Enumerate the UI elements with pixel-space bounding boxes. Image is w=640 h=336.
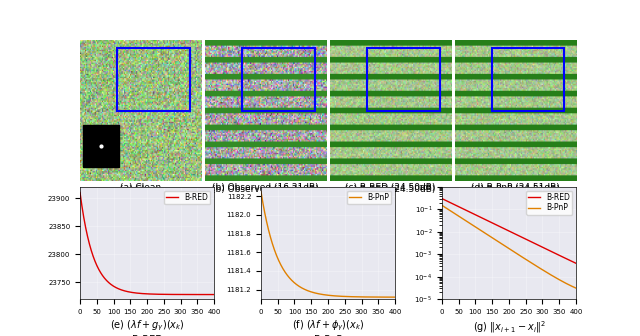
Bar: [117, 48, 189, 111]
B-PnP: [367, 295, 374, 299]
Line: B-RED: B-RED: [80, 193, 214, 295]
Bar: [242, 48, 315, 111]
X-axis label: (f) $(\lambda f + \phi_\gamma)(x_k)$
B-PnP: (f) $(\lambda f + \phi_\gamma)(x_k)$ B-P…: [292, 319, 364, 336]
B-PnP: [321, 293, 328, 297]
B-RED: [140, 292, 147, 296]
B-RED: [518, 235, 525, 239]
B-PnP: [518, 255, 525, 259]
X-axis label: (a) Clean: (a) Clean: [120, 183, 161, 192]
B-PnP: [391, 295, 399, 299]
B-PnP: [548, 274, 556, 278]
B-RED: [210, 293, 218, 297]
B-PnP: [322, 293, 330, 297]
X-axis label: (a) Clean: (a) Clean: [120, 185, 161, 194]
X-axis label: (c) B-RED (24.50dB): (c) B-RED (24.50dB): [345, 185, 436, 194]
Legend: B-PnP: B-PnP: [347, 191, 391, 204]
X-axis label: (e) $(\lambda f + g_\gamma)(x_k)$
B-RED: (e) $(\lambda f + g_\gamma)(x_k)$ B-RED: [109, 319, 184, 336]
Legend: B-RED, B-PnP: B-RED, B-PnP: [526, 191, 572, 215]
B-RED: [511, 232, 518, 236]
B-PnP: [511, 250, 518, 254]
B-RED: [548, 250, 556, 254]
B-PnP: [257, 190, 265, 194]
B-RED: [569, 260, 577, 264]
Line: B-PnP: B-PnP: [261, 192, 395, 297]
B-RED: [156, 292, 164, 296]
B-PnP: [502, 245, 509, 249]
B-PnP: [569, 285, 577, 289]
B-PnP: [330, 294, 337, 298]
B-PnP: [503, 245, 511, 249]
X-axis label: (c) B-RED (24.50dB): (c) B-RED (24.50dB): [345, 183, 436, 192]
X-axis label: (b) Observed (16.21dB): (b) Observed (16.21dB): [212, 183, 319, 192]
B-RED: [438, 197, 446, 201]
X-axis label: (b) Observed (16.21dB): (b) Observed (16.21dB): [212, 185, 319, 194]
X-axis label: (d) B-PnP (24.51dB): (d) B-PnP (24.51dB): [471, 185, 560, 194]
B-RED: [207, 293, 214, 297]
Bar: [83, 125, 120, 167]
B-PnP: [572, 286, 580, 290]
B-RED: [572, 261, 580, 265]
X-axis label: (d) B-PnP (24.51dB): (d) B-PnP (24.51dB): [471, 183, 560, 192]
X-axis label: (g) $\|x_{i+1} - x_i\|^2$: (g) $\|x_{i+1} - x_i\|^2$: [472, 319, 545, 335]
B-RED: [148, 292, 156, 296]
Line: B-PnP: B-PnP: [442, 206, 576, 288]
Legend: B-RED: B-RED: [164, 191, 210, 204]
B-PnP: [388, 295, 396, 299]
B-RED: [76, 191, 84, 195]
B-PnP: [337, 294, 344, 298]
Bar: [492, 48, 564, 111]
B-RED: [503, 228, 511, 232]
B-PnP: [438, 204, 446, 208]
B-RED: [502, 227, 509, 232]
B-RED: [186, 293, 194, 297]
B-RED: [141, 292, 148, 296]
Bar: [367, 48, 440, 111]
Line: B-RED: B-RED: [442, 199, 576, 263]
